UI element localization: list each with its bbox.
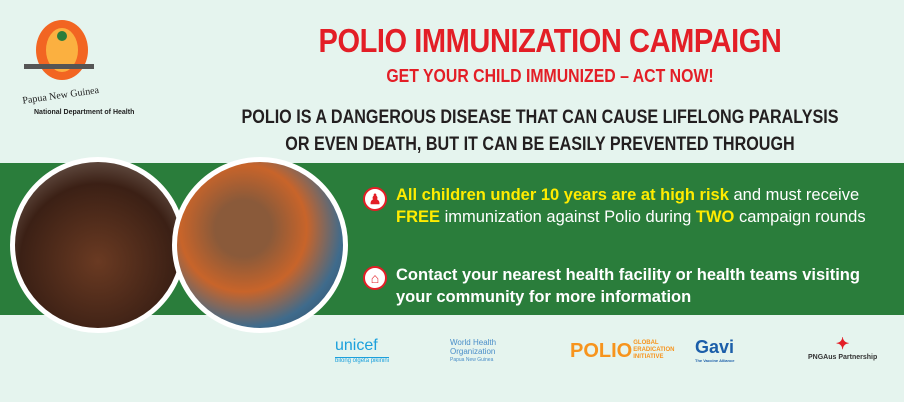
- gpei-logo: POLIO GLOBAL ERADICATION INITIATIVE: [570, 340, 675, 363]
- free-highlight: FREE: [396, 208, 441, 226]
- kangaroo-icon: ✦: [835, 336, 850, 353]
- who-tagline: Papua New Guinea: [450, 357, 494, 363]
- gavi-tagline: The Vaccine Alliance: [695, 358, 735, 363]
- smiling-girl-photo: [172, 157, 348, 333]
- page-title: POLIO IMMUNIZATION CAMPAIGN: [318, 22, 782, 59]
- subtitle: GET YOUR CHILD IMMUNIZED – ACT NOW!: [386, 66, 714, 86]
- unicef-tagline: bilong olgeta pikinini: [335, 357, 390, 364]
- text: and must receive: [728, 186, 860, 204]
- unicef-logo: unicef bilong olgeta pikinini: [335, 337, 390, 364]
- risk-message: All children under 10 years are at high …: [396, 184, 876, 228]
- unicef-name: unicef: [335, 337, 378, 354]
- gpei-sub: GLOBAL ERADICATION INITIATIVE: [633, 340, 675, 360]
- risk-highlight: All children under 10 years are at high …: [396, 186, 729, 204]
- child-vaccination-photo: [10, 157, 186, 333]
- gavi-name: Gavi: [695, 337, 735, 357]
- gpei-main: POLIO: [570, 340, 633, 362]
- who-logo: World Health Organization Papua New Guine…: [450, 338, 540, 365]
- who-name: World Health Organization: [450, 338, 497, 356]
- pngaus-name: PNGAus Partnership: [808, 354, 878, 361]
- gavi-logo: Gavi The Vaccine Alliance: [695, 337, 734, 363]
- contact-message: Contact your nearest health facility or …: [396, 266, 860, 306]
- two-highlight: TWO: [695, 208, 735, 226]
- text: campaign rounds: [734, 208, 866, 226]
- text: immunization against Polio during: [440, 208, 696, 226]
- health-facility-icon: ⌂: [363, 266, 387, 290]
- warning-text: POLIO IS A DANGEROUS DISEASE THAT CAN CA…: [241, 107, 839, 182]
- department-label: National Department of Health: [34, 109, 135, 116]
- child-icon: ♟: [363, 187, 387, 211]
- png-crest-logo: [24, 20, 94, 80]
- pngaus-logo: ✦ PNGAus Partnership: [808, 334, 877, 361]
